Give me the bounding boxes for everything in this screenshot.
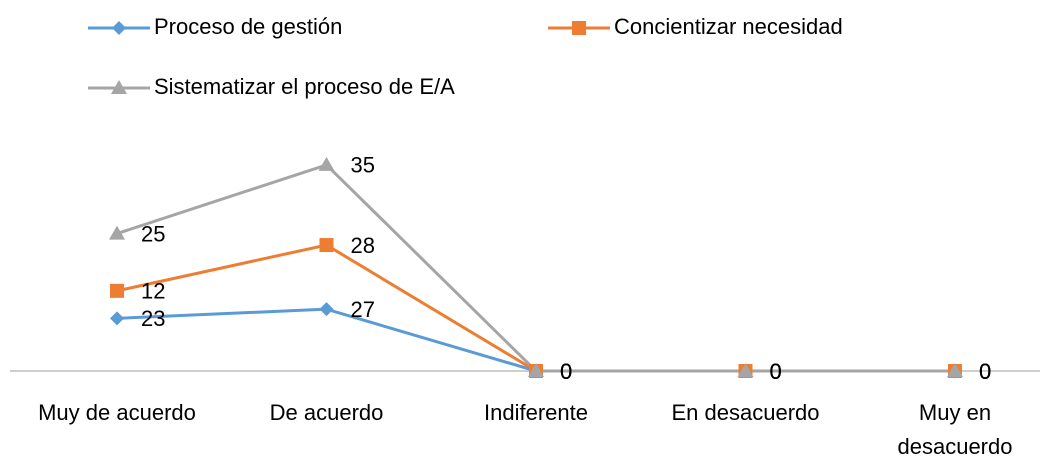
data-label: 0 (979, 359, 991, 384)
x-tick-label: Indiferente (484, 400, 588, 425)
data-point (947, 363, 963, 377)
legend-label: Sistematizar el proceso de E/A (154, 74, 455, 99)
data-label: 0 (560, 359, 572, 384)
x-tick-label: Muy de acuerdo (38, 400, 196, 425)
series-line (116, 163, 955, 373)
data-label: 28 (351, 233, 375, 258)
legend-marker (111, 80, 127, 94)
data-label: 0 (560, 359, 572, 384)
legend-label: Proceso de gestión (154, 14, 342, 39)
x-tick-label: Muy en desacuerdo (897, 400, 1013, 459)
data-label: 27 (351, 297, 375, 322)
data-label: 0 (979, 359, 991, 384)
data-label: 35 (351, 153, 375, 178)
x-tick-label: En desacuerdo (671, 400, 820, 425)
series-line (116, 307, 955, 373)
data-label: 0 (770, 359, 782, 384)
data-point (110, 311, 124, 326)
data-point (319, 302, 334, 317)
data-point (110, 283, 124, 298)
data-label: 25 (141, 221, 165, 246)
data-point (318, 156, 335, 171)
data-label: 23 (141, 306, 165, 331)
series-line (116, 243, 955, 373)
data-label: 0 (770, 359, 782, 384)
data-point (319, 238, 334, 253)
legend-marker (112, 21, 126, 35)
data-point (528, 363, 544, 377)
data-label: 0 (979, 359, 991, 384)
legend-marker (572, 21, 586, 35)
data-point (109, 225, 125, 240)
data-point (737, 363, 754, 377)
x-tick-label: De acuerdo (269, 400, 384, 425)
data-label: 12 (141, 279, 165, 304)
data-label: 0 (560, 359, 572, 384)
legend-label: Concientizar necesidad (614, 14, 843, 39)
data-label: 0 (770, 359, 782, 384)
